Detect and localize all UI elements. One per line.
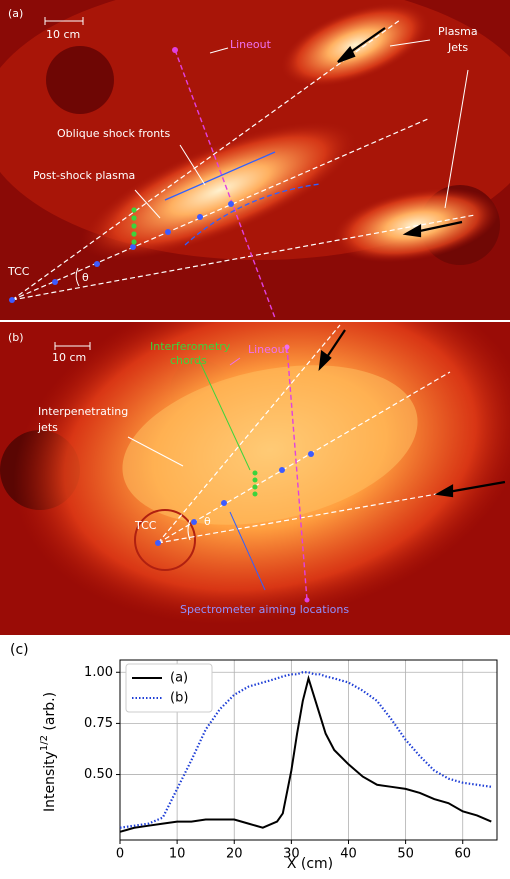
plasma-jets-label: Plasma	[438, 25, 478, 38]
y-axis-label: Intensity1/2 (arb.)	[39, 692, 58, 812]
x-tick-label: 20	[226, 847, 243, 862]
plot: 0 10 20 30 40 50 60 0.50 0.75 1.00 (a) (b)	[84, 660, 497, 862]
x-tick-label: 50	[397, 847, 414, 862]
legend-box	[126, 664, 212, 712]
lineout-label: Lineout	[230, 38, 272, 51]
y-axis-label-main: Intensity	[42, 751, 58, 812]
y-tick-label: 0.50	[84, 767, 113, 782]
panel-label: (b)	[8, 331, 24, 344]
oblique-label: Oblique shock fronts	[57, 127, 170, 140]
spectrometer-label: Spectrometer aiming locations	[180, 603, 349, 616]
y-axis-label-sup: 1/2	[39, 735, 50, 751]
x-tick-label: 40	[340, 847, 357, 862]
interferometry-label: chords	[170, 354, 207, 367]
x-tick-label: 0	[116, 847, 124, 862]
interferometry-label: Interferometry	[150, 340, 231, 353]
tcc-label: TCC	[134, 519, 157, 532]
interpenetrating-label: jets	[37, 421, 58, 434]
scale-label: 10 cm	[52, 351, 86, 364]
figure: (a) 10 cm Lineout Plasma Jets Oblique sh…	[0, 0, 510, 875]
lineout-label: Lineout	[248, 343, 290, 356]
y-axis-label-unit: (arb.)	[42, 692, 58, 735]
legend-label: (a)	[170, 671, 188, 686]
x-tick-label: 30	[283, 847, 300, 862]
scale-label: 10 cm	[46, 28, 80, 41]
y-tick-label: 0.75	[84, 716, 113, 731]
post-shock-label: Post-shock plasma	[33, 169, 135, 182]
photo-a: (a) 10 cm Lineout Plasma Jets Oblique sh…	[0, 0, 510, 320]
tcc-label: TCC	[7, 265, 30, 278]
x-tick-label: 10	[169, 847, 186, 862]
y-tick-label: 1.00	[84, 665, 113, 680]
legend-label: (b)	[170, 691, 188, 706]
x-tick-label: 60	[454, 847, 471, 862]
theta-label: θ	[82, 271, 89, 284]
plasma-jets-label: Jets	[447, 41, 468, 54]
panel-label: (c)	[10, 642, 29, 658]
theta-label: θ	[204, 515, 211, 528]
interpenetrating-label: Interpenetrating	[38, 405, 128, 418]
panel-label: (a)	[8, 7, 23, 20]
